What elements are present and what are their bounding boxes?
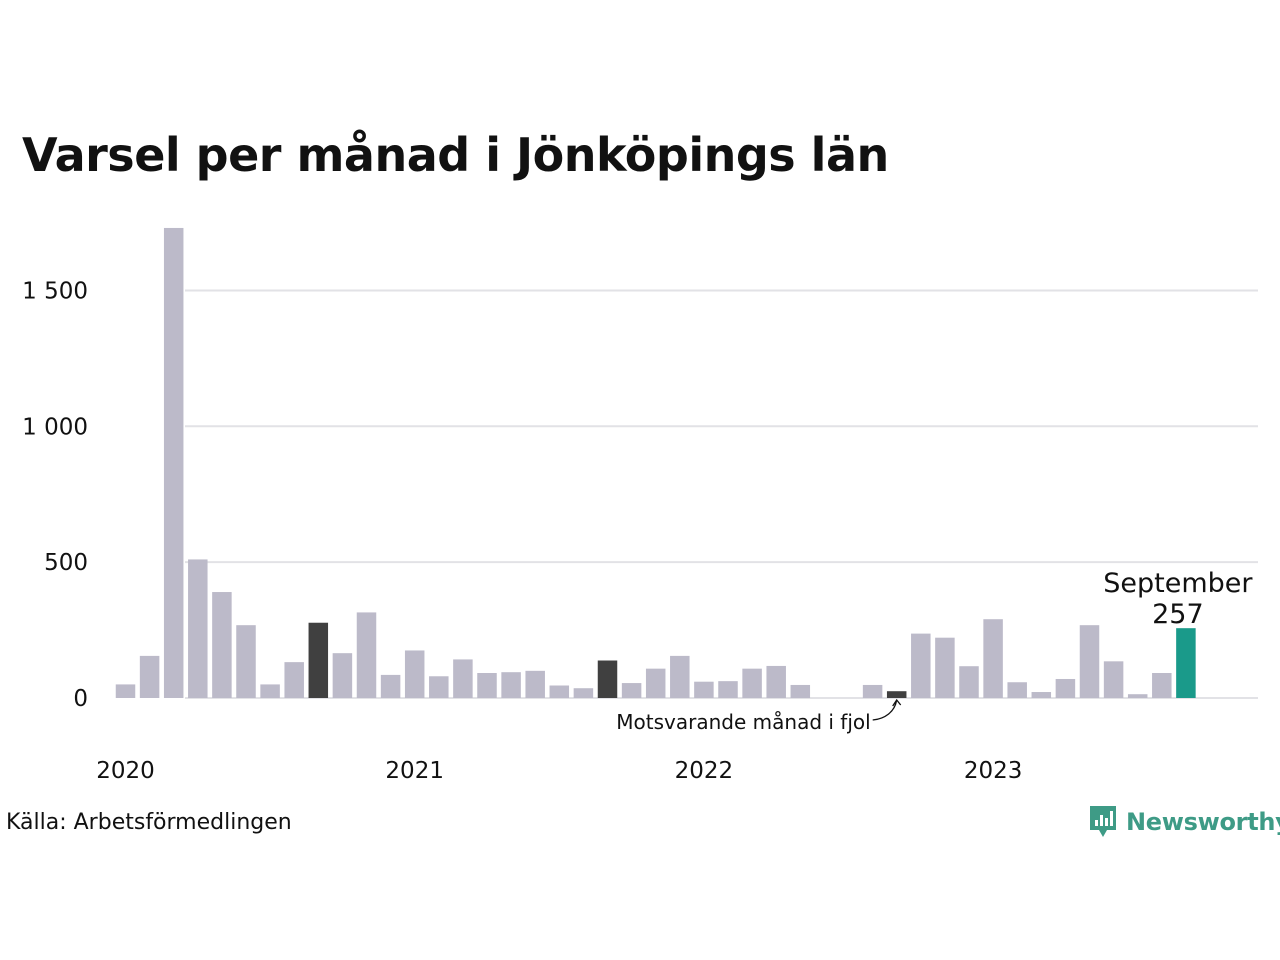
x-year-label: 2020 <box>96 758 155 784</box>
y-tick-label: 1 500 <box>22 278 88 304</box>
bar-2022-10 <box>911 633 931 698</box>
bar-2023-06 <box>1103 661 1124 698</box>
bar-2020-09 <box>308 622 329 698</box>
bar-2020-07 <box>260 684 280 698</box>
bar-2021-07 <box>549 685 570 698</box>
newsworthy-logo-icon <box>1090 806 1116 837</box>
x-year-label: 2023 <box>964 758 1023 784</box>
bar-2022-03 <box>742 668 762 698</box>
bar-2022-05 <box>790 684 811 698</box>
previous-year-annotation: Motsvarande månad i fjol <box>616 698 902 734</box>
y-tick-label: 0 <box>73 686 88 712</box>
bar-2021-09 <box>597 660 618 698</box>
bar-2021-02 <box>429 676 449 698</box>
bars <box>115 227 1196 699</box>
bar-2022-02 <box>718 681 738 698</box>
annotation-text: Motsvarande månad i fjol <box>616 710 870 734</box>
brand-name: Newsworthy <box>1126 808 1280 836</box>
y-tick-label: 1 000 <box>22 414 88 440</box>
x-year-labels: 2020 2021 2022 2023 <box>96 758 1022 784</box>
bar-2021-05 <box>501 672 521 698</box>
y-tick-label: 500 <box>44 550 88 576</box>
bar-2021-01 <box>404 650 425 698</box>
annotation-arrow <box>872 698 902 721</box>
bar-2022-09 <box>886 691 907 698</box>
bar-2023-02 <box>1007 682 1027 698</box>
x-year-label: 2021 <box>385 758 444 784</box>
current-month-callout: September 257 <box>1103 568 1253 630</box>
newsworthy-logo: Newsworthy <box>1088 804 1280 840</box>
bar-2023-04 <box>1055 678 1076 698</box>
bar-2022-08 <box>862 684 883 698</box>
source-note: Källa: Arbetsförmedlingen <box>6 810 292 835</box>
bar-2020-04 <box>188 559 208 698</box>
bar-2023-03 <box>1031 692 1052 698</box>
bar-2020-03 <box>163 227 184 699</box>
bar-2022-01 <box>694 681 714 698</box>
bar-2020-05 <box>212 592 232 698</box>
current-month-label: September <box>1103 568 1253 599</box>
bar-chart: 0 500 1 000 1 500 2020 2021 2022 2023 Septembe… <box>22 227 1258 784</box>
bar-2023-09 <box>1176 628 1196 698</box>
bar-2020-12 <box>380 674 401 698</box>
bar-2022-12 <box>959 666 979 698</box>
bar-2021-06 <box>525 670 545 698</box>
bar-2020-11 <box>356 612 377 698</box>
bar-2020-10 <box>332 653 353 698</box>
chart-title: Varsel per månad i Jönköpings län <box>22 128 889 182</box>
bar-2020-08 <box>284 662 304 698</box>
y-tick-labels: 0 500 1 000 1 500 <box>22 278 88 712</box>
x-year-label: 2022 <box>675 758 734 784</box>
bar-2021-03 <box>453 659 473 698</box>
bar-2023-07 <box>1127 694 1148 698</box>
bar-2021-11 <box>645 668 666 698</box>
bar-2021-08 <box>573 688 594 698</box>
current-value-label: 257 <box>1152 599 1204 630</box>
bar-2020-01 <box>115 684 136 698</box>
bar-2022-11 <box>935 637 955 698</box>
bar-2020-06 <box>236 625 256 698</box>
bar-2020-02 <box>139 655 160 698</box>
bar-2021-04 <box>477 673 497 698</box>
bar-2023-05 <box>1079 625 1100 698</box>
bar-2021-10 <box>621 683 642 698</box>
bar-2022-04 <box>766 665 786 698</box>
bar-2023-08 <box>1152 673 1172 698</box>
bar-2021-12 <box>670 655 690 698</box>
bar-2023-01 <box>983 619 1003 698</box>
